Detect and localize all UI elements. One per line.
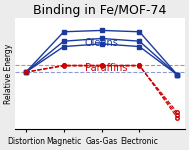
Y-axis label: Relative Energy: Relative Energy: [4, 44, 13, 104]
Title: Binding in Fe/MOF-74: Binding in Fe/MOF-74: [33, 4, 166, 17]
Text: Olefins: Olefins: [84, 38, 119, 48]
Text: Paraffins: Paraffins: [84, 63, 127, 73]
